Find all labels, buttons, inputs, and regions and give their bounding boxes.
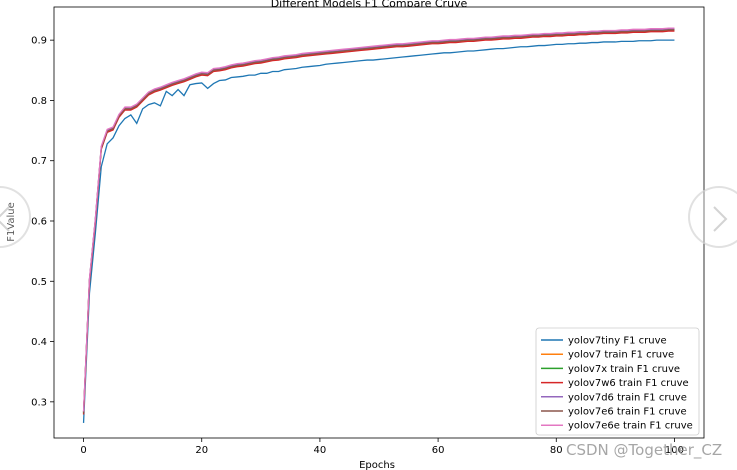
legend-label-0: yolov7tiny F1 cruve <box>568 336 667 347</box>
legend-label-2: yolov7x train F1 cruve <box>568 364 680 375</box>
x-tick-label: 0 <box>80 445 86 456</box>
y-tick-label: 0.3 <box>31 397 47 408</box>
legend-box <box>535 327 700 436</box>
y-axis: 0.3 0.4 0.5 0.6 0.7 0.8 0.9 <box>31 36 54 408</box>
x-axis: 0 20 40 60 80 100 <box>80 438 684 456</box>
watermark: CSDN @Together_CZ <box>566 441 723 459</box>
x-tick-label: 80 <box>550 445 563 456</box>
next-image-button[interactable] <box>688 186 737 248</box>
y-tick-label: 0.6 <box>31 216 47 227</box>
y-tick-label: 0.7 <box>31 156 47 167</box>
x-tick-label: 40 <box>314 445 327 456</box>
series-line-3 <box>82 30 675 415</box>
x-axis-label: Epochs <box>359 460 395 470</box>
legend: yolov7tiny F1 cruve yolov7 train F1 cruve… <box>535 327 700 436</box>
series-layer <box>82 27 675 423</box>
legend-label-1: yolov7 train F1 cruve <box>568 350 674 361</box>
x-tick-label: 100 <box>665 445 684 456</box>
series-line-6 <box>82 27 675 412</box>
chevron-left-icon <box>0 206 10 232</box>
chevron-right-icon <box>713 206 728 232</box>
series-line-0 <box>82 39 675 423</box>
legend-label-3: yolov7w6 train F1 cruve <box>568 378 689 389</box>
y-tick-label: 0.5 <box>31 277 47 288</box>
x-tick-label: 20 <box>195 445 208 456</box>
x-tick-label: 60 <box>432 445 445 456</box>
y-tick-label: 0.8 <box>31 96 47 107</box>
legend-label-5: yolov7e6 train F1 cruve <box>568 407 687 418</box>
legend-label-6: yolov7e6e train F1 cruve <box>568 421 693 432</box>
legend-label-4: yolov7d6 train F1 cruve <box>568 392 687 403</box>
previous-image-button[interactable] <box>0 186 31 248</box>
y-tick-label: 0.9 <box>31 36 47 47</box>
y-tick-label: 0.4 <box>31 337 47 348</box>
chart-title: Different Models F1 Compare Cruve <box>271 0 468 10</box>
series-line-5 <box>82 29 675 414</box>
